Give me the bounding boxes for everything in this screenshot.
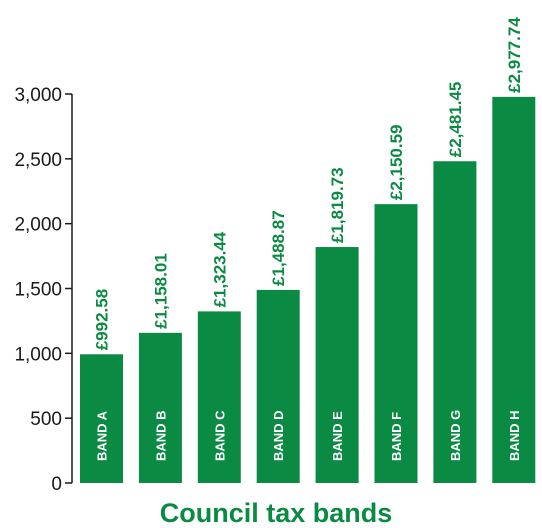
value-label: £1,819.73: [328, 167, 347, 243]
band-labels: BAND A BAND B BAND C BAND D BAND E BAND F BAND…: [95, 410, 522, 461]
bar-band-d: [256, 289, 300, 483]
band-label: BAND H: [507, 410, 522, 461]
bar-band-g: [433, 161, 477, 483]
value-label: £992.58: [93, 289, 112, 350]
value-label: £1,488.87: [269, 210, 288, 286]
value-label: £1,323.44: [210, 231, 229, 307]
y-tick-label: 2,000: [14, 215, 62, 236]
band-label: BAND G: [448, 410, 463, 461]
y-tick-label: 2,500: [14, 150, 62, 171]
band-label: BAND C: [212, 410, 227, 461]
y-axis: 0 500 1,000 1,500 2,000 2,500 3,000: [14, 85, 73, 495]
value-label: £2,481.45: [446, 82, 465, 158]
bar-band-e: [315, 247, 359, 483]
bar-band-h: [492, 96, 536, 483]
value-label: £2,977.74: [505, 17, 524, 93]
band-label: BAND E: [330, 411, 345, 461]
band-label: BAND D: [271, 410, 286, 461]
y-tick-label: 1,000: [14, 344, 62, 365]
value-label: £2,150.59: [387, 124, 406, 200]
bar-band-c: [197, 311, 241, 483]
band-label: BAND A: [95, 410, 110, 461]
bars: [80, 96, 536, 483]
band-label: BAND F: [389, 412, 404, 461]
bar-band-f: [374, 204, 418, 483]
y-tick-label: 1,500: [14, 280, 62, 301]
band-label: BAND B: [153, 410, 168, 461]
x-axis-title: Council tax bands: [160, 498, 393, 528]
value-labels: £992.58 £1,158.01 £1,323.44 £1,488.87 £1,819…: [93, 17, 524, 351]
bar-band-a: [80, 354, 123, 483]
value-label: £1,158.01: [151, 253, 170, 329]
bar-band-b: [138, 332, 182, 483]
y-tick-label: 500: [30, 409, 62, 430]
y-tick-label: 0: [51, 474, 62, 495]
y-tick-label: 3,000: [14, 85, 62, 106]
